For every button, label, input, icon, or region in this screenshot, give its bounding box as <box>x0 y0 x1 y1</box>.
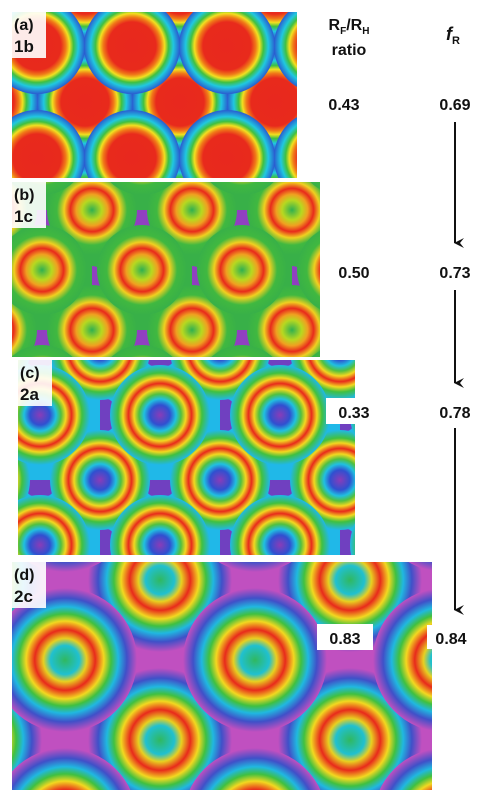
panel-image <box>12 182 320 357</box>
panel-label: (b) <box>14 187 34 204</box>
ratio-title-part: R <box>329 17 341 34</box>
ratio-value: 0.50 <box>338 265 369 282</box>
value-box <box>326 398 382 424</box>
label-box <box>12 562 46 608</box>
label-box <box>18 360 52 406</box>
ratio-title-sub: H <box>362 26 369 37</box>
panel-image <box>12 12 297 178</box>
compound-label: 2a <box>20 385 39 404</box>
ratio-title-sub: F <box>340 26 346 37</box>
fr-title-part: f <box>446 24 454 44</box>
fr-value: 0.78 <box>439 405 470 422</box>
label-box <box>12 12 46 58</box>
ratio-value: 0.43 <box>328 97 359 114</box>
panel-image <box>12 562 432 790</box>
ratio-value: 0.83 <box>329 631 360 648</box>
value-box <box>431 259 479 283</box>
fr-value: 0.69 <box>439 97 470 114</box>
fr-value: 0.73 <box>439 265 470 282</box>
ratio-title: RF/RH <box>329 17 370 37</box>
fr-value: 0.84 <box>435 631 466 648</box>
label-box <box>12 182 46 228</box>
value-box <box>431 399 479 423</box>
ratio-value: 0.33 <box>338 405 369 422</box>
fr-title-sub: R <box>452 35 460 47</box>
panel-label: (c) <box>20 365 40 382</box>
compound-label: 2c <box>14 587 33 606</box>
value-box <box>431 91 479 115</box>
panel-image <box>18 360 355 555</box>
value-box <box>427 625 475 649</box>
panel-label: (a) <box>14 17 34 34</box>
value-box <box>317 624 373 650</box>
ratio-subtitle: ratio <box>332 42 367 59</box>
compound-label: 1b <box>14 37 34 56</box>
fr-title: fR <box>446 24 460 47</box>
panel-label: (d) <box>14 567 34 584</box>
compound-label: 1c <box>14 207 33 226</box>
ratio-title-part: /R <box>346 17 362 34</box>
